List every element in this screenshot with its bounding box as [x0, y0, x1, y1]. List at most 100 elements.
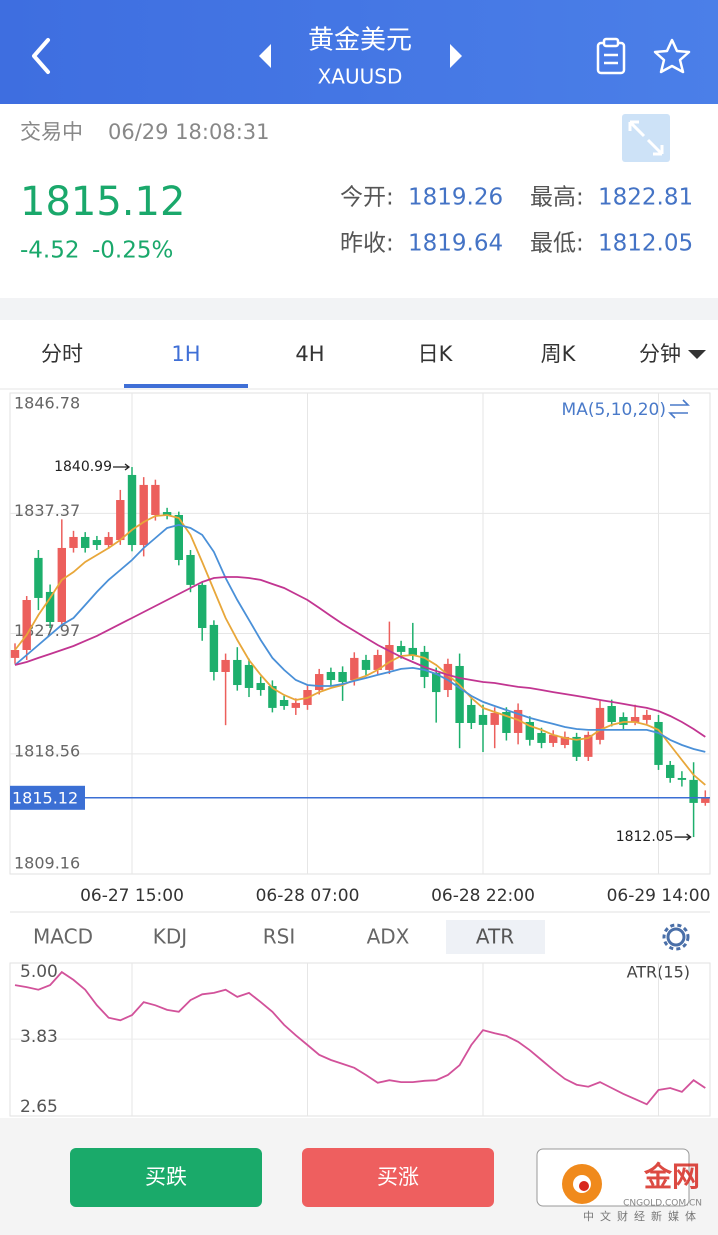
candle-body [198, 584, 207, 629]
watermark-slogan: 中文财经新媒体 [583, 1209, 702, 1223]
low-arrow [674, 833, 692, 841]
candle-body [92, 540, 102, 546]
price-tag [10, 785, 85, 810]
watermark-brand: 金网 [643, 1160, 700, 1193]
period-tab[interactable]: 分钟 [639, 342, 681, 366]
candle-body [10, 649, 20, 658]
section-gap [0, 298, 718, 320]
ma-settings-icon[interactable] [668, 399, 690, 419]
candle-body [174, 514, 183, 560]
last-price: 1815.12 [20, 179, 185, 225]
indicator-tab[interactable]: KDJ [153, 925, 187, 949]
candle-body [81, 536, 90, 548]
high-arrow [113, 463, 131, 471]
period-tab[interactable]: 日K [418, 342, 454, 366]
period-tab[interactable]: 周K [541, 342, 577, 366]
candle-body [151, 484, 160, 515]
candle-body [221, 659, 230, 672]
period-tab[interactable]: 4H [295, 342, 324, 366]
header-symbol: XAUUSD [318, 65, 403, 89]
dropdown-arrow[interactable] [688, 350, 706, 359]
market-state: 交易中 [20, 120, 83, 144]
buy-label: 买涨 [377, 1165, 419, 1189]
y-tick-label: 5.00 [20, 962, 58, 982]
quote-time: 06/29 18:08:31 [108, 120, 270, 144]
candle-body [432, 673, 441, 693]
stat-label: 最低: [530, 231, 584, 257]
high-label: 1840.99 [54, 459, 112, 475]
price-change-pct: -0.25% [92, 238, 173, 264]
candle-body [607, 705, 616, 722]
candle-body [45, 591, 55, 622]
stat-label: 最高: [530, 185, 584, 211]
low-label: 1812.05 [616, 829, 674, 845]
y-tick-label: 3.83 [20, 1027, 58, 1047]
candle-body [490, 712, 499, 725]
candle-body [315, 674, 324, 691]
candle-body [572, 736, 581, 757]
stat-label: 昨收: [340, 231, 394, 257]
favorite-button[interactable] [653, 38, 691, 74]
candle-body [34, 557, 43, 598]
candle-body [350, 657, 359, 681]
candle-body [22, 600, 31, 650]
candle-body [69, 536, 78, 548]
ma-line [14, 576, 706, 738]
candle-body [268, 686, 277, 708]
stat-value: 1822.81 [598, 185, 693, 211]
back-button[interactable] [32, 38, 50, 74]
active-tab-indicator [124, 384, 248, 388]
candle-body [256, 682, 265, 691]
sell-button[interactable] [70, 1148, 262, 1207]
candle-body [443, 663, 453, 691]
header-title: 黄金美元 [308, 26, 412, 56]
candle-body [373, 654, 382, 670]
candle-body [116, 500, 125, 541]
candle-body [455, 665, 464, 724]
y-tick-label: 1818.56 [14, 741, 80, 760]
candle-body [537, 732, 546, 743]
next-symbol[interactable] [450, 44, 462, 68]
indicator-tab[interactable]: ADX [367, 925, 410, 949]
candles [10, 467, 710, 838]
buy-button[interactable] [302, 1148, 494, 1207]
candle-body [654, 721, 663, 765]
candle-body [525, 721, 534, 740]
period-tab[interactable]: 分时 [41, 342, 83, 366]
x-tick-label: 06-27 15:00 [80, 886, 184, 906]
candle-body [502, 712, 511, 733]
candle-body [630, 716, 640, 722]
period-tab[interactable]: 1H [171, 342, 200, 366]
x-tick-label: 06-29 14:00 [607, 886, 711, 906]
watermark-domain: CNGOLD.COM.CN [623, 1199, 702, 1209]
stat-value: 1812.05 [598, 231, 693, 257]
x-tick-label: 06-28 22:00 [431, 886, 535, 906]
candle-body [338, 671, 347, 682]
candle-body [420, 651, 429, 677]
fullscreen-button[interactable] [622, 114, 670, 162]
stat-value: 1819.64 [408, 231, 503, 257]
candle-body [467, 704, 476, 724]
indicator-tab[interactable]: ATR [476, 925, 514, 949]
indicator-tab[interactable]: RSI [263, 925, 296, 949]
candle-body [244, 664, 254, 688]
candle-body [291, 702, 300, 708]
indicator-settings[interactable] [662, 923, 690, 951]
indicator-tab[interactable]: MACD [33, 925, 93, 949]
candle-body [560, 736, 570, 745]
watermark-logo [562, 1164, 602, 1204]
prev-symbol[interactable] [259, 44, 271, 68]
candle-body [408, 647, 417, 655]
candle-body [162, 512, 172, 516]
price-change: -4.52 [20, 238, 80, 264]
notes-button[interactable] [596, 37, 626, 75]
candle-body [595, 707, 605, 740]
candle-body [104, 536, 113, 546]
stat-label: 今开: [340, 185, 394, 211]
candle-body [57, 547, 66, 622]
sell-label: 买跌 [145, 1165, 187, 1189]
candle-body [666, 764, 675, 778]
candle-body [642, 714, 651, 720]
